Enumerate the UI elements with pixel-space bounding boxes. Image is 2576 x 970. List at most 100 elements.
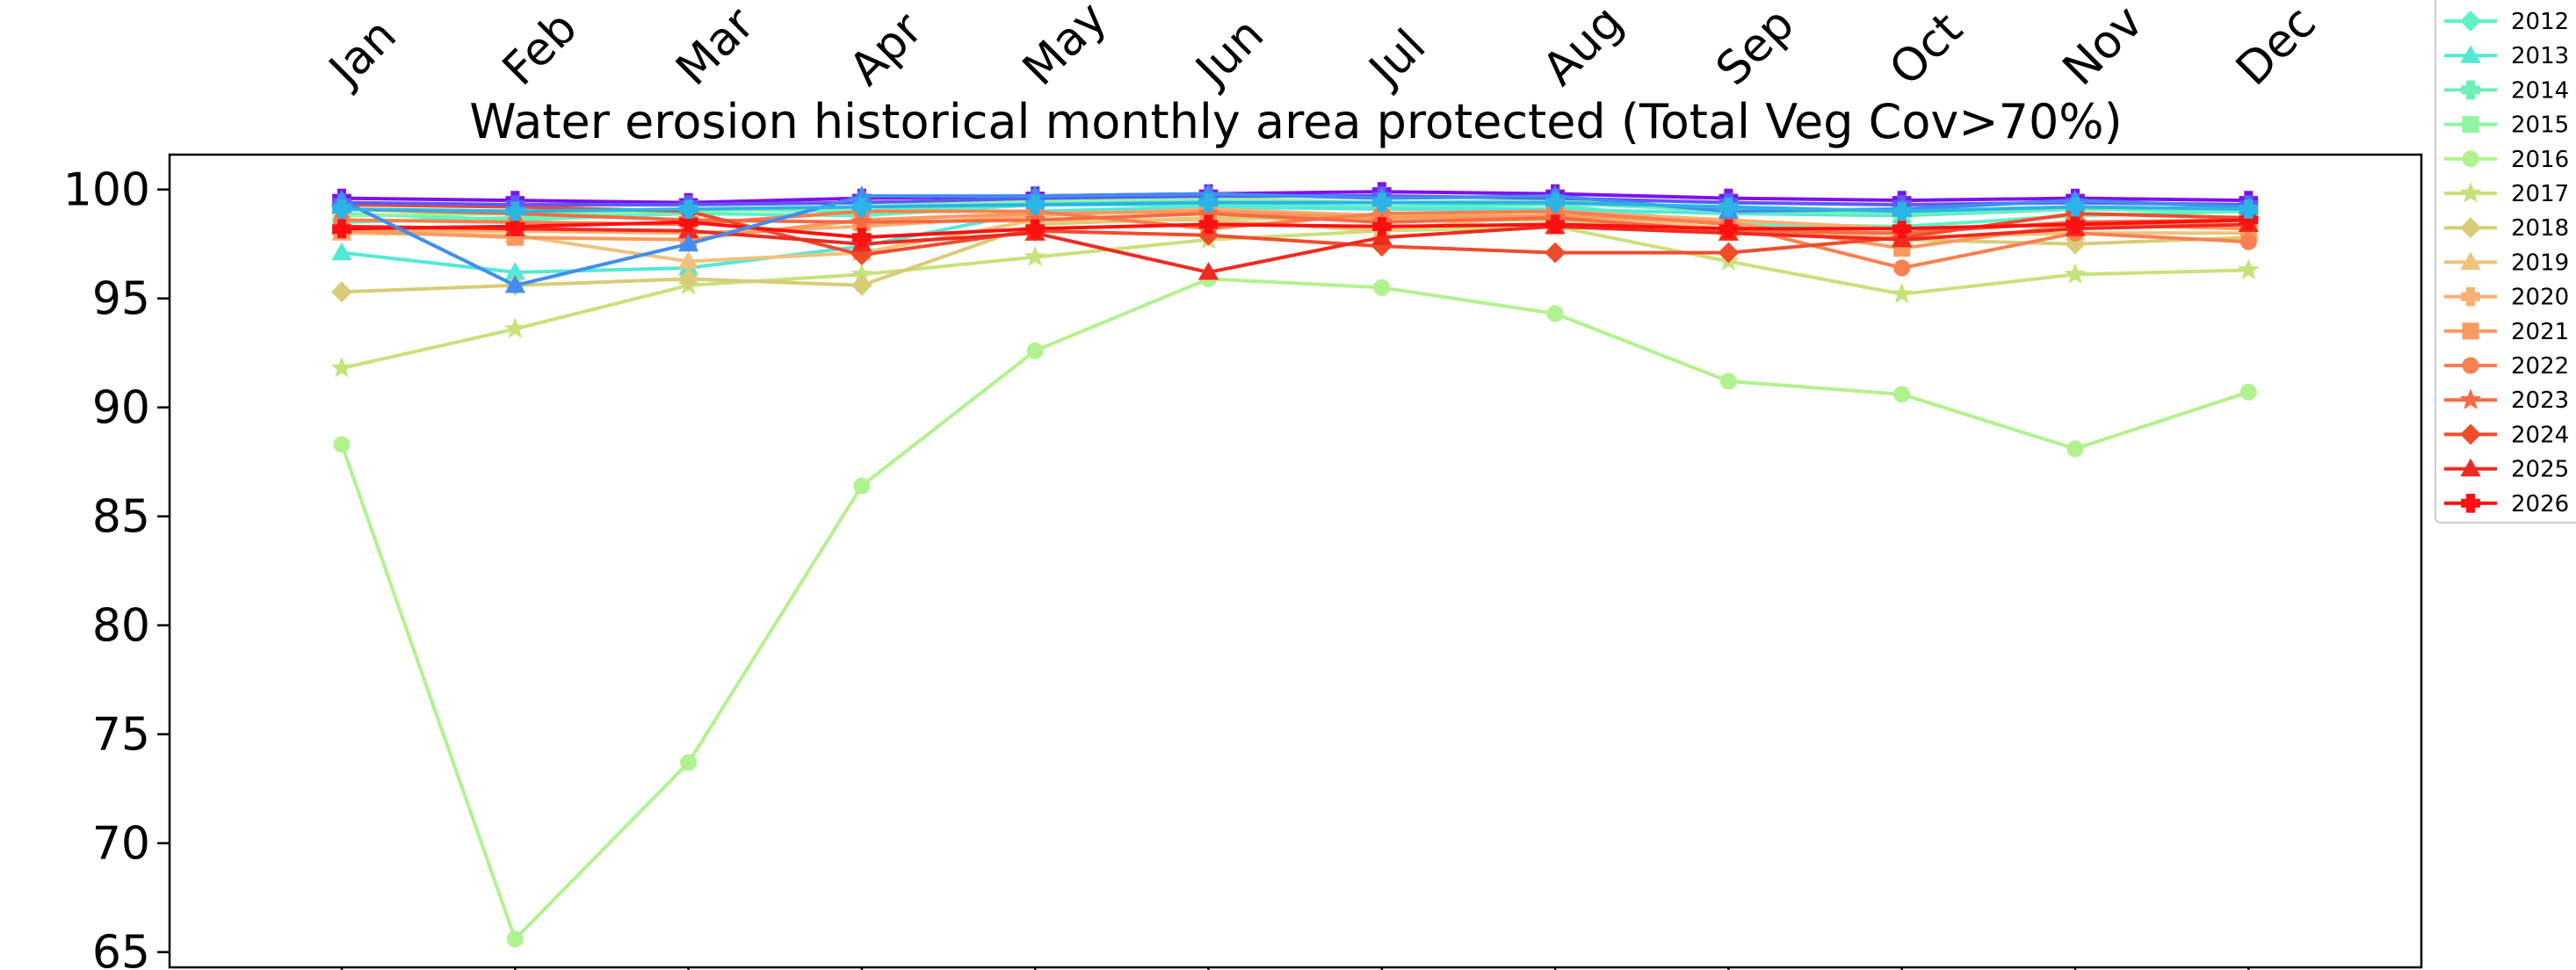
legend-marker xyxy=(2461,80,2480,100)
series-line xyxy=(341,190,2249,205)
legend-marker xyxy=(2461,493,2480,513)
legend-marker xyxy=(2462,357,2479,374)
legend-item: 2015 xyxy=(2444,112,2569,139)
data-point xyxy=(1891,282,1914,304)
legend-item: 2019 xyxy=(2444,250,2569,276)
legend-marker xyxy=(2462,322,2479,340)
x-tick-label: Feb xyxy=(493,2,588,97)
data-point xyxy=(1373,279,1391,296)
series-line xyxy=(341,207,2249,235)
legend-label: 2021 xyxy=(2511,319,2569,345)
data-point xyxy=(677,268,699,290)
legend-label: 2017 xyxy=(2511,181,2569,207)
y-tick-label: 100 xyxy=(63,164,150,217)
legend-marker xyxy=(2459,181,2482,203)
series-unlabeled-18 xyxy=(332,192,2259,221)
data-point xyxy=(1371,192,1392,213)
data-point xyxy=(332,199,351,219)
x-tick-label: Apr xyxy=(840,3,933,96)
data-point xyxy=(1025,195,1046,214)
legend-item: 2023 xyxy=(2444,387,2569,414)
series-line xyxy=(341,200,2249,214)
data-point xyxy=(1198,224,1219,246)
legend-item: 2016 xyxy=(2444,147,2569,173)
data-point xyxy=(677,250,699,270)
legend-label: 2014 xyxy=(2511,77,2569,104)
legend-label: 2020 xyxy=(2511,285,2569,311)
legend-item: 2014 xyxy=(2444,77,2569,104)
data-point xyxy=(678,199,698,219)
y-axis: 65 70 75 80 85 90 95 100 xyxy=(63,164,170,970)
x-tick-label: Sep xyxy=(1706,0,1805,96)
legend-label: 2015 xyxy=(2511,112,2569,139)
data-point xyxy=(2240,233,2257,250)
data-point xyxy=(1198,214,1219,235)
data-point xyxy=(1198,262,1219,280)
data-point xyxy=(333,436,351,453)
x-tick-label: May xyxy=(1013,0,1117,96)
data-point xyxy=(1371,216,1392,236)
data-point xyxy=(2064,263,2087,285)
data-point xyxy=(2066,440,2084,458)
y-tick-label: 85 xyxy=(92,491,150,544)
legend-item: 2017 xyxy=(2444,181,2569,207)
data-point xyxy=(505,201,525,221)
series-line xyxy=(341,192,2249,287)
data-point xyxy=(1024,245,1046,267)
data-point xyxy=(1718,242,1740,264)
data-point xyxy=(1546,305,1564,322)
series-2016 xyxy=(333,270,2257,948)
data-point xyxy=(2237,258,2260,280)
legend-item: 2018 xyxy=(2444,215,2569,242)
x-tick-label: Jan xyxy=(318,9,407,98)
data-point xyxy=(852,197,872,217)
legend-label: 2016 xyxy=(2511,147,2569,173)
data-point xyxy=(2239,199,2259,219)
legend: 2012 2013 2014 2015 2016 2017 2018 2019 2020 2021… xyxy=(2435,0,2576,524)
y-tick-label: 95 xyxy=(92,273,150,326)
data-point xyxy=(852,228,872,248)
legend-marker xyxy=(2460,45,2481,63)
legend-marker xyxy=(2460,11,2481,32)
data-point xyxy=(1545,242,1567,264)
x-tick-label: Jul xyxy=(1357,19,1436,98)
series-line xyxy=(340,277,2249,941)
y-tick-label: 65 xyxy=(92,927,150,970)
legend-label: 2022 xyxy=(2511,353,2569,380)
legend-label: 2026 xyxy=(2511,491,2569,518)
series-2025 xyxy=(331,214,2259,280)
legend-marker xyxy=(2460,217,2481,239)
legend-label: 2012 xyxy=(2511,9,2569,35)
legend-item: 2024 xyxy=(2444,422,2569,448)
legend-marker xyxy=(2459,388,2482,409)
series-line xyxy=(341,218,2249,240)
y-tick-label: 70 xyxy=(92,818,150,871)
series-line xyxy=(341,203,2249,228)
series-layer xyxy=(330,182,2260,948)
data-point xyxy=(1198,192,1219,213)
legend-item: 2020 xyxy=(2444,285,2569,311)
data-point xyxy=(1892,228,1913,248)
data-point xyxy=(506,930,524,948)
data-point xyxy=(1719,219,1739,239)
legend-label: 2024 xyxy=(2511,422,2569,448)
series-line xyxy=(341,224,2249,370)
data-point xyxy=(505,216,525,236)
data-point xyxy=(1719,197,1739,217)
legend-marker xyxy=(2460,458,2481,477)
data-point xyxy=(330,356,353,378)
data-point xyxy=(331,242,352,261)
legend-marker xyxy=(2460,423,2481,445)
data-point xyxy=(332,219,351,239)
data-point xyxy=(850,210,873,232)
plot-frame xyxy=(168,153,2423,969)
legend-label: 2025 xyxy=(2511,457,2569,483)
data-point xyxy=(1893,259,1911,277)
data-point xyxy=(1025,219,1046,239)
legend-item: 2022 xyxy=(2444,353,2569,380)
data-point xyxy=(1371,227,1393,245)
data-point xyxy=(853,477,871,495)
x-tick-label: Dec xyxy=(2226,0,2326,96)
legend-item: 2025 xyxy=(2444,457,2569,483)
